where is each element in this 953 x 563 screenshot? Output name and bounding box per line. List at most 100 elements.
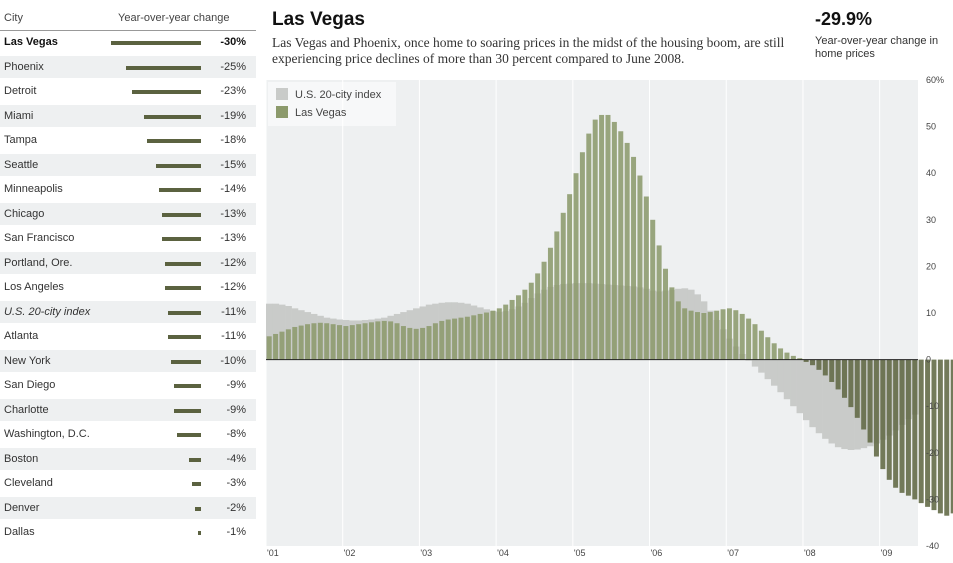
city-change-bar: [174, 384, 201, 388]
las-vegas-bar: [694, 312, 700, 360]
city-row[interactable]: Los Angeles -12%: [0, 276, 256, 299]
price-change-chart: 60% 50 40 30 20 10 0 -10 -20 -30 -40 '01 '02 '03 '04 '0…: [265, 75, 953, 558]
city-row[interactable]: Seattle -15%: [0, 153, 256, 177]
city-row[interactable]: U.S. 20-city index -11%: [0, 300, 256, 324]
las-vegas-bar: [573, 173, 579, 360]
index-bar: [796, 359, 804, 414]
y-tick-label: 0: [926, 355, 931, 365]
las-vegas-bar: [541, 261, 547, 360]
las-vegas-bar: [663, 268, 669, 360]
las-vegas-bar: [560, 212, 566, 360]
x-tick-label: '05: [574, 548, 586, 558]
city-change-value: -8%: [226, 428, 246, 440]
las-vegas-bar: [886, 359, 892, 480]
city-row[interactable]: Cleveland -3%: [0, 472, 256, 495]
index-bar: [783, 359, 791, 400]
las-vegas-bar: [547, 247, 553, 360]
las-vegas-bar: [337, 325, 343, 360]
city-row[interactable]: Washington, D.C. -8%: [0, 423, 256, 446]
x-tick-label: '08: [804, 548, 816, 558]
index-bar: [758, 359, 765, 373]
city-change-bar: [156, 163, 201, 168]
las-vegas-bar: [771, 343, 777, 360]
city-name: Los Angeles: [4, 281, 64, 293]
las-vegas-bar: [388, 321, 394, 360]
city-row[interactable]: Detroit -23%: [0, 80, 256, 103]
y-tick-label: -20: [926, 448, 939, 458]
city-row[interactable]: Miami -19%: [0, 104, 256, 128]
city-row[interactable]: Boston -4%: [0, 447, 256, 471]
las-vegas-bar: [835, 359, 841, 390]
city-name: Dallas: [4, 526, 35, 538]
city-row[interactable]: New York -10%: [0, 349, 256, 373]
las-vegas-bar: [899, 359, 905, 493]
city-change-bar: [162, 237, 201, 241]
las-vegas-bar: [937, 359, 943, 514]
las-vegas-bar: [867, 359, 873, 443]
las-vegas-bar: [912, 359, 918, 500]
city-change-value: -2%: [226, 501, 246, 514]
index-bar: [802, 359, 810, 421]
legend-box: [268, 82, 396, 126]
city-row[interactable]: Tampa -18%: [0, 129, 256, 152]
city-row[interactable]: Portland, Ore. -12%: [0, 251, 256, 275]
las-vegas-bar: [643, 196, 649, 360]
las-vegas-bar: [522, 289, 528, 360]
las-vegas-bar: [816, 359, 822, 370]
city-name: San Francisco: [4, 232, 75, 244]
city-row[interactable]: Atlanta -11%: [0, 325, 256, 348]
city-row[interactable]: San Diego -9%: [0, 374, 256, 397]
las-vegas-bar: [605, 114, 611, 360]
index-bar: [266, 303, 273, 360]
city-change-bar: [171, 359, 201, 364]
city-row[interactable]: Las Vegas -30%: [0, 31, 256, 54]
las-vegas-bar: [797, 358, 803, 360]
city-name: New York: [4, 354, 51, 367]
las-vegas-bar: [266, 336, 272, 360]
legend-label-las-vegas: Las Vegas: [295, 107, 347, 119]
las-vegas-bar: [305, 324, 311, 360]
city-row[interactable]: Charlotte -9%: [0, 398, 256, 422]
header-divider: [0, 30, 256, 31]
las-vegas-bar: [611, 121, 617, 360]
city-change-bar: [159, 188, 201, 192]
city-change-bar: [195, 506, 201, 511]
las-vegas-bar: [375, 321, 381, 360]
las-vegas-bar: [758, 330, 764, 360]
city-change-bar: [126, 65, 201, 70]
city-change-bar: [111, 41, 201, 45]
x-tick-label: '09: [881, 548, 893, 558]
city-change-bar: [147, 139, 201, 143]
city-change-bar: [198, 531, 201, 535]
las-vegas-bar: [931, 359, 937, 511]
city-change-value: -14%: [220, 183, 246, 195]
city-row[interactable]: Denver -2%: [0, 496, 256, 520]
index-bar: [822, 359, 829, 439]
las-vegas-bar: [618, 131, 624, 360]
city-change-value: -25%: [220, 60, 246, 73]
las-vegas-bar: [324, 323, 330, 360]
las-vegas-bar: [599, 114, 605, 360]
city-row[interactable]: Chicago -13%: [0, 202, 256, 226]
las-vegas-bar: [273, 333, 279, 360]
las-vegas-bar: [413, 328, 419, 360]
las-vegas-bar: [567, 194, 573, 360]
las-vegas-bar: [656, 245, 662, 360]
city-row[interactable]: San Francisco -13%: [0, 227, 256, 250]
index-bar: [272, 303, 280, 360]
las-vegas-bar: [528, 282, 534, 360]
las-vegas-bar: [746, 318, 752, 360]
las-vegas-bar: [752, 324, 758, 360]
column-header-change: Year-over-year change: [118, 12, 230, 24]
las-vegas-bar: [675, 301, 681, 360]
las-vegas-bar: [298, 325, 304, 360]
las-vegas-bar: [803, 359, 809, 362]
las-vegas-bar: [790, 355, 796, 360]
city-name: Seattle: [4, 158, 39, 171]
las-vegas-bar: [285, 329, 291, 360]
city-change-bar: [177, 433, 201, 437]
city-row[interactable]: Phoenix -25%: [0, 55, 256, 79]
city-row[interactable]: Dallas -1%: [0, 521, 256, 544]
city-name: Charlotte: [4, 403, 49, 416]
city-row[interactable]: Minneapolis -14%: [0, 178, 256, 201]
